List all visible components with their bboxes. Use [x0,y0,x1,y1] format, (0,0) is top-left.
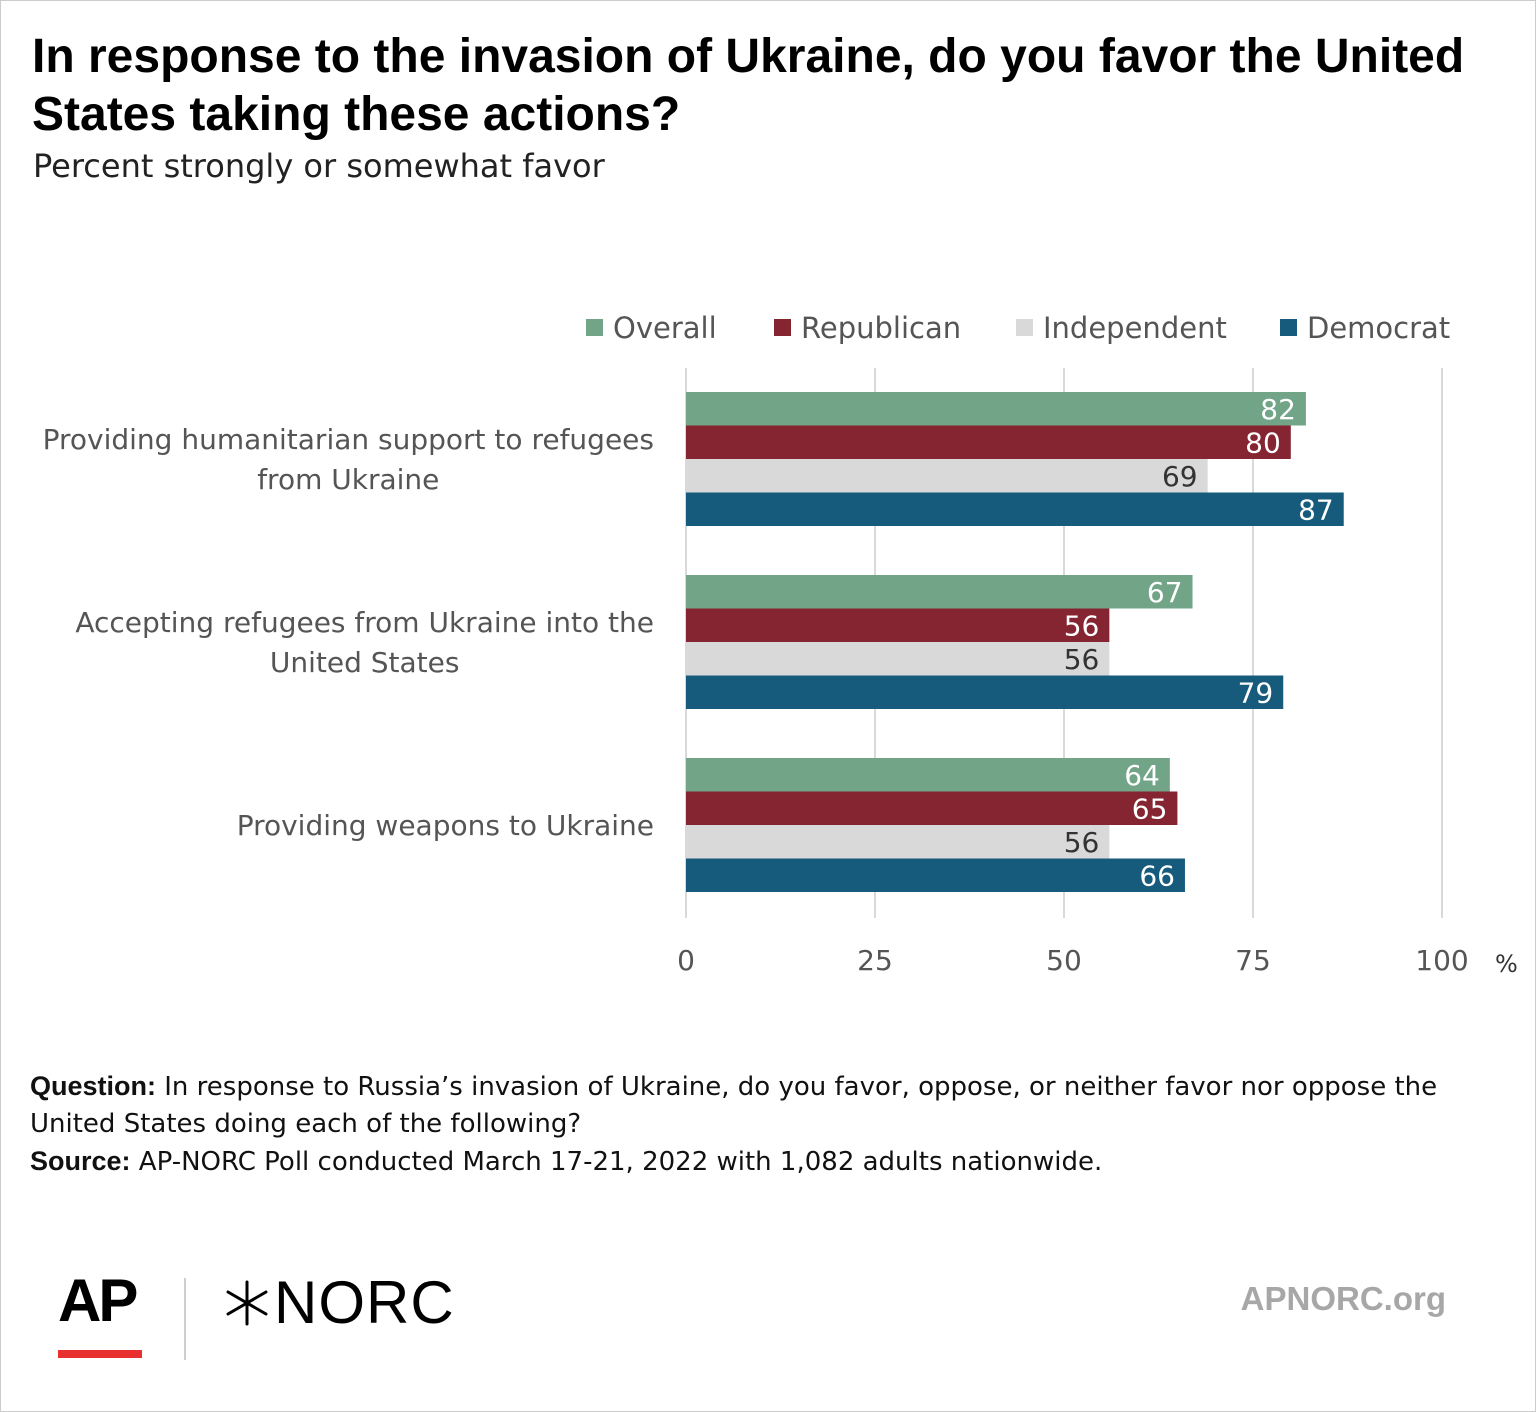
category-labels: Providing humanitarian support to refuge… [43,423,654,842]
legend-item: Independent [1016,311,1227,345]
norc-logo-text: NORC [274,1269,455,1336]
x-unit-label: % [1495,950,1518,978]
category-label: Providing humanitarian support to refuge… [43,423,654,496]
x-tick-label: 100 [1415,944,1468,977]
source-text: AP-NORC Poll conducted March 17-21, 2022… [130,1147,1103,1177]
website-link[interactable]: APNORC.org [1240,1280,1446,1317]
bar [686,492,1344,526]
chart-title: In response to the invasion of Ukraine, … [32,30,1465,141]
bar [686,758,1170,792]
source-lead: Source: [30,1146,131,1176]
x-axis: 0 25 50 75 100% [677,944,1518,978]
bar [686,425,1291,459]
bar [686,459,1208,493]
category-label-line: Providing humanitarian support to refuge… [43,423,654,456]
bar-value-label: 87 [1298,493,1334,526]
x-tick-label: 25 [857,944,893,977]
bar-chart: Overall Republican Independent Democrat 828… [43,311,1518,978]
ap-logo: AP [58,1267,144,1358]
bar-value-label: 69 [1162,460,1198,493]
bar-value-label: 66 [1139,859,1175,892]
bar [686,392,1306,426]
x-tick-label: 75 [1235,944,1271,977]
chart-subtitle: Percent strongly or somewhat favor [33,147,605,185]
chart-notes: Question: In response to Russia’s invasi… [30,1068,1510,1181]
ap-logo-text: AP [58,1267,138,1334]
bar-value-label: 80 [1245,426,1281,459]
bar-value-label: 64 [1124,759,1160,792]
question-note: Question: In response to Russia’s invasi… [30,1068,1510,1143]
legend-swatch [774,319,791,336]
x-tick-label: 0 [677,944,695,977]
legend-label: Republican [801,311,961,345]
bar [686,791,1178,825]
source-note: Source: AP-NORC Poll conducted March 17-… [30,1143,1510,1181]
legend-item: Republican [774,311,961,345]
legend-swatch [586,319,603,336]
legend-item: Democrat [1280,311,1450,345]
bar [686,575,1193,609]
bar-value-label: 67 [1147,576,1183,609]
bar [686,858,1185,892]
legend-label: Democrat [1307,311,1450,345]
x-tick-label: 50 [1046,944,1082,977]
bar-value-label: 65 [1132,792,1168,825]
bar [686,825,1110,859]
legend-item: Overall [586,311,717,345]
norc-logo: NORC [222,1268,455,1338]
legend-swatch [1016,319,1033,336]
category-label: Accepting refugees from Ukraine into the… [75,606,654,679]
bar [686,675,1284,709]
category-label-line: from Ukraine [257,463,439,496]
bar-value-label: 56 [1064,826,1100,859]
bar-value-label: 79 [1238,676,1274,709]
norc-star-icon [226,1280,268,1326]
category-label-line: Accepting refugees from Ukraine into the [75,606,654,639]
legend-swatch [1280,319,1297,336]
legend-label: Overall [613,311,717,345]
ap-logo-underline [58,1350,142,1358]
logo-divider [184,1278,186,1360]
legend-label: Independent [1043,311,1227,345]
category-label-line: Providing weapons to Ukraine [237,809,654,842]
bar [686,608,1110,642]
bar-value-label: 56 [1064,643,1100,676]
bar-value-label: 56 [1064,609,1100,642]
question-text: In response to Russia’s invasion of Ukra… [30,1072,1438,1139]
category-label: Providing weapons to Ukraine [237,809,654,842]
category-label-line: United States [270,646,460,679]
chart-legend: Overall Republican Independent Democrat [586,311,1450,345]
bar-value-label: 82 [1260,393,1296,426]
question-lead: Question: [30,1071,156,1101]
bar [686,642,1110,676]
